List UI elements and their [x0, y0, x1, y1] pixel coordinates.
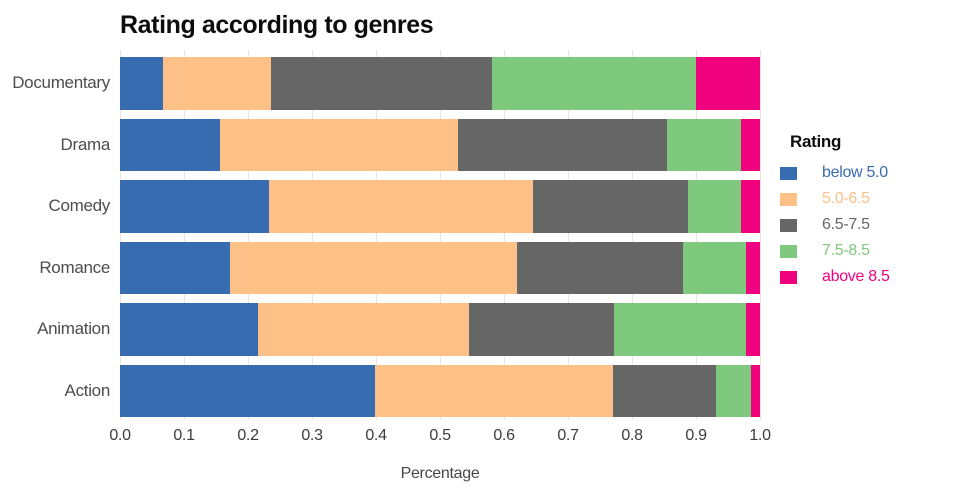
gridline	[695, 50, 697, 420]
legend-swatch	[780, 270, 797, 284]
bar-segment	[375, 364, 613, 417]
legend-item: 6.5-7.5	[780, 212, 890, 238]
category-label: Documentary	[12, 73, 110, 93]
legend-item: 5.0-6.5	[780, 186, 890, 212]
bar-segment	[745, 303, 760, 356]
bar-segment	[751, 364, 760, 417]
bar-segment	[271, 57, 493, 110]
x-tick-label: 0.7	[557, 427, 579, 444]
bar-row	[120, 364, 760, 417]
bar-segment	[695, 57, 760, 110]
legend-swatch	[780, 166, 797, 180]
bar-segment	[687, 180, 741, 233]
x-tick-label: 0.2	[237, 427, 259, 444]
legend-label: 6.5-7.5	[822, 216, 870, 233]
bar-segment	[120, 303, 258, 356]
legend-label: 5.0-6.5	[822, 190, 870, 207]
gridline	[119, 50, 121, 420]
gridline	[503, 50, 505, 420]
bar-row	[120, 118, 760, 171]
bar-segment	[612, 364, 716, 417]
gridline	[311, 50, 313, 420]
x-tick-label: 0.1	[173, 427, 195, 444]
bar-segment	[162, 57, 272, 110]
legend-swatch	[780, 218, 797, 232]
bar-row	[120, 57, 760, 110]
bar-segment	[120, 241, 231, 294]
x-axis-title: Percentage	[400, 465, 480, 482]
legend-label: above 8.5	[822, 268, 890, 285]
legend-item: 7.5-8.5	[780, 238, 890, 264]
legend-title: Rating	[790, 132, 842, 151]
bar-segment	[230, 241, 518, 294]
x-tick-label: 0.5	[429, 427, 451, 444]
category-label: Comedy	[48, 196, 110, 216]
legend-item: above 8.5	[780, 264, 890, 290]
bar-segment	[269, 180, 534, 233]
x-tick-label: 0.4	[365, 427, 387, 444]
bar-row	[120, 180, 760, 233]
x-tick-label: 0.3	[301, 427, 323, 444]
legend-swatch	[780, 244, 797, 258]
gridline	[567, 50, 569, 420]
bar-segment	[614, 303, 746, 356]
gridline	[183, 50, 185, 420]
bar-segment	[257, 303, 469, 356]
bar-segment	[517, 241, 684, 294]
bar-segment	[745, 241, 760, 294]
bar-segment	[457, 118, 667, 171]
legend: Rating below 5.0 5.0-6.5 6.5-7.5 7.5-8.5 abo…	[780, 132, 890, 290]
bar-segment	[740, 118, 760, 171]
bar-segment	[740, 180, 760, 233]
x-tick-label: 0.8	[621, 427, 643, 444]
bar-segment	[120, 118, 220, 171]
bar-segment	[683, 241, 746, 294]
bar-segment	[120, 57, 163, 110]
gridline	[439, 50, 441, 420]
x-tick-label: 0.0	[109, 427, 131, 444]
category-label: Animation	[37, 319, 110, 339]
gridline	[631, 50, 633, 420]
gridline	[247, 50, 249, 420]
gridline	[375, 50, 377, 420]
legend-items: below 5.0 5.0-6.5 6.5-7.5 7.5-8.5 above 8.5	[780, 160, 890, 290]
gridline	[759, 50, 761, 420]
x-tick-label: 0.6	[493, 427, 515, 444]
bar-segment	[533, 180, 688, 233]
bar-segment	[666, 118, 741, 171]
legend-label: 7.5-8.5	[822, 242, 870, 259]
bar-segment	[120, 180, 270, 233]
legend-label: below 5.0	[822, 164, 888, 181]
legend-swatch	[780, 192, 797, 206]
category-label: Drama	[60, 134, 110, 154]
chart-title: Rating according to genres	[120, 11, 434, 39]
x-tick-label: 0.9	[685, 427, 707, 444]
bar-row	[120, 303, 760, 356]
bar-segment	[468, 303, 615, 356]
category-label: Romance	[39, 257, 110, 277]
bar-segment	[219, 118, 458, 171]
category-label: Action	[64, 380, 111, 400]
bar-segment	[492, 57, 696, 110]
legend-item: below 5.0	[780, 160, 890, 186]
x-tick-label: 1.0	[749, 427, 771, 444]
bar-segment	[715, 364, 752, 417]
bar-segment	[120, 364, 376, 417]
bar-row	[120, 241, 760, 294]
